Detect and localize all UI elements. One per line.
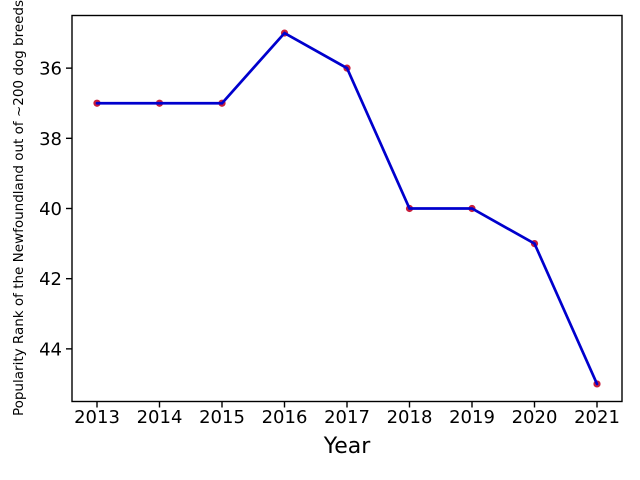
x-tick-label: 2021 bbox=[574, 407, 620, 428]
y-tick-label: 38 bbox=[39, 129, 62, 150]
x-tick-label: 2020 bbox=[512, 407, 558, 428]
x-tick-label: 2013 bbox=[74, 407, 120, 428]
x-tick-label: 2014 bbox=[137, 407, 183, 428]
x-tick-label: 2015 bbox=[199, 407, 245, 428]
y-tick-label: 36 bbox=[39, 59, 62, 80]
plot-border bbox=[71, 14, 623, 403]
x-axis-title: Year bbox=[323, 434, 371, 459]
y-tick-label: 44 bbox=[39, 339, 62, 360]
data-line bbox=[95, 31, 599, 386]
x-tick-label: 2017 bbox=[324, 407, 370, 428]
x-tick-label: 2018 bbox=[387, 407, 433, 428]
y-tick-label: 42 bbox=[39, 269, 62, 290]
y-axis-title: Popularity Rank of the Newfoundland out … bbox=[11, 0, 27, 417]
x-tick-label: 2016 bbox=[262, 407, 308, 428]
y-tick-label: 40 bbox=[39, 199, 62, 220]
x-tick-label: 2019 bbox=[449, 407, 495, 428]
